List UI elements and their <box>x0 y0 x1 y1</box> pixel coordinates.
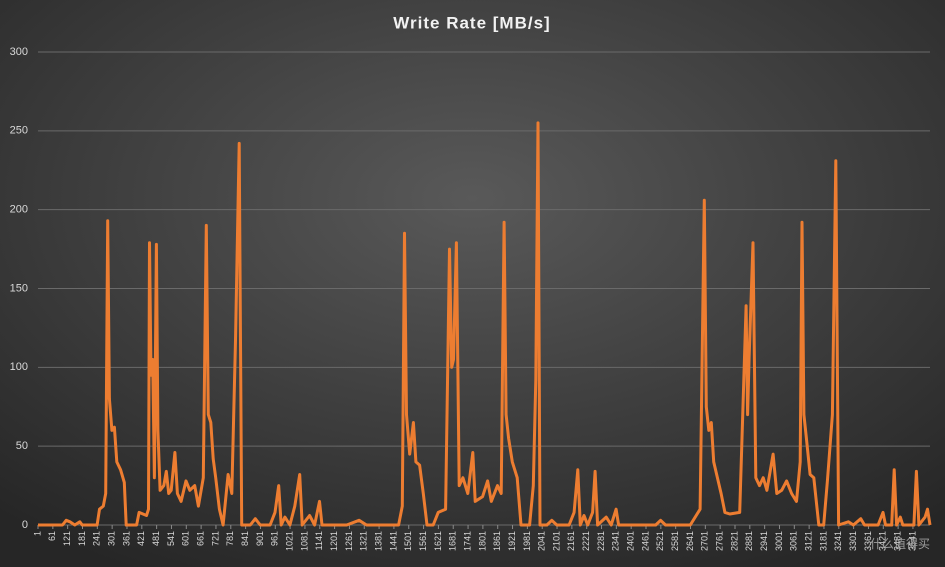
x-tick-label: 841 <box>240 531 250 546</box>
x-tick-label: 1141 <box>314 531 324 550</box>
x-tick-label: 2941 <box>759 531 769 551</box>
x-tick-label: 2821 <box>729 531 739 551</box>
x-tick-label: 1081 <box>299 531 309 551</box>
watermark: 什么值得买 <box>870 536 930 551</box>
x-tick-label: 661 <box>196 531 206 546</box>
x-tick-label: 1801 <box>477 531 487 551</box>
x-tick-label: 1981 <box>522 531 532 551</box>
x-tick-label: 481 <box>151 531 161 546</box>
x-tick-label: 1921 <box>507 531 517 551</box>
x-tick-label: 1621 <box>433 531 443 551</box>
x-tick-label: 1861 <box>492 531 502 551</box>
x-tick-label: 2581 <box>670 531 680 551</box>
y-tick-label: 50 <box>16 440 28 452</box>
x-tick-label: 3421 <box>878 531 888 551</box>
x-tick-label: 3241 <box>833 531 843 551</box>
x-tick-label: 3001 <box>774 531 784 551</box>
x-tick-label: 2221 <box>581 531 591 551</box>
x-tick-label: 2641 <box>685 531 695 551</box>
x-tick-label: 2281 <box>596 531 606 551</box>
x-tick-label: 1441 <box>388 531 398 551</box>
x-tick-label: 1501 <box>403 531 413 551</box>
y-tick-label: 300 <box>10 46 28 58</box>
y-tick-label: 150 <box>10 282 28 294</box>
x-tick-label: 541 <box>166 531 176 546</box>
x-tick-label: 3361 <box>863 531 873 551</box>
x-tick-label: 1681 <box>448 531 458 551</box>
x-tick-label: 2881 <box>744 531 754 551</box>
data-line <box>38 121 932 527</box>
x-tick-label: 241 <box>92 531 102 546</box>
x-tick-label: 2701 <box>700 531 710 551</box>
x-tick-label: 301 <box>107 531 117 546</box>
x-tick-label: 721 <box>210 531 220 546</box>
x-tick-label: 2341 <box>611 531 621 551</box>
x-tick-label: 1021 <box>284 531 294 551</box>
x-tick-label: 1321 <box>359 531 369 551</box>
x-tick-label: 2041 <box>537 531 547 551</box>
x-tick-label: 121 <box>62 531 72 546</box>
x-tick-label: 1 <box>32 531 42 536</box>
x-tick-label: 61 <box>47 531 57 541</box>
x-tick-label: 1261 <box>344 531 354 551</box>
x-tick-label: 3061 <box>789 531 799 551</box>
x-tick-label: 421 <box>136 531 146 546</box>
x-tick-label: 361 <box>121 531 131 546</box>
x-tick-label: 2161 <box>566 531 576 551</box>
x-tick-label: 3481 <box>892 531 902 551</box>
x-tick-label: 2101 <box>551 531 561 551</box>
x-tick-label: 601 <box>181 531 191 546</box>
x-tick-label: 2521 <box>655 531 665 551</box>
x-tick-label: 1201 <box>329 531 339 551</box>
y-tick-label: 250 <box>10 125 28 137</box>
x-tick-label: 1561 <box>418 531 428 551</box>
x-tick-label: 3181 <box>818 531 828 551</box>
x-tick-label: 901 <box>255 531 265 546</box>
x-tick-label: 3301 <box>848 531 858 551</box>
x-tick-label: 3541 <box>907 531 917 551</box>
x-tick-label: 3121 <box>804 531 814 551</box>
x-tick-label: 2461 <box>640 531 650 551</box>
x-tick-label: 181 <box>77 531 87 546</box>
x-tick-label: 1381 <box>373 531 383 551</box>
x-tick-label: 2761 <box>715 531 725 551</box>
x-tick-label: 781 <box>225 531 235 546</box>
y-tick-label: 0 <box>22 519 28 531</box>
chart-title: Write Rate [MB/s] <box>393 13 550 32</box>
x-tick-label: 1741 <box>462 531 472 551</box>
y-tick-label: 200 <box>10 204 28 216</box>
y-tick-label: 100 <box>10 361 28 373</box>
x-tick-label: 2401 <box>626 531 636 551</box>
x-tick-label: 961 <box>270 531 280 546</box>
